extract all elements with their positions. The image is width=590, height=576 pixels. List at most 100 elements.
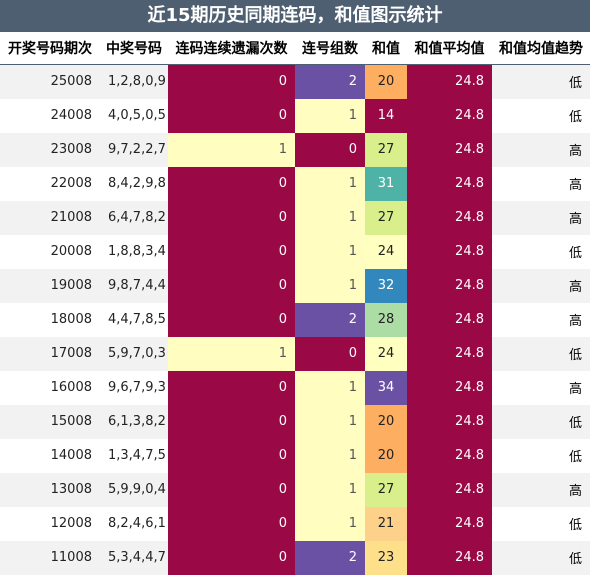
cell-miss: 0 bbox=[168, 540, 295, 575]
cell-trend: 高 bbox=[492, 472, 590, 507]
cell-avg: 24.8 bbox=[407, 540, 492, 575]
cell-avg: 24.8 bbox=[407, 234, 492, 269]
cell-sum: 32 bbox=[365, 268, 407, 303]
cell-period: 24008 bbox=[0, 98, 100, 133]
chart-title: 近15期历史同期连码，和值图示统计 bbox=[0, 0, 590, 32]
cell-numbers: 5,9,7,0,3 bbox=[100, 336, 168, 371]
cell-trend: 高 bbox=[492, 132, 590, 167]
cell-miss: 0 bbox=[168, 370, 295, 405]
cell-groups: 1 bbox=[295, 404, 365, 439]
cell-miss: 0 bbox=[168, 98, 295, 133]
cell-avg: 24.8 bbox=[407, 370, 492, 405]
col-header-trend: 和值均值趋势 bbox=[492, 32, 590, 65]
cell-avg: 24.8 bbox=[407, 268, 492, 303]
cell-sum: 14 bbox=[365, 98, 407, 133]
cell-sum: 23 bbox=[365, 540, 407, 575]
cell-miss: 0 bbox=[168, 302, 295, 337]
cell-groups: 1 bbox=[295, 506, 365, 541]
col-header-avg: 和值平均值 bbox=[407, 32, 492, 65]
table-row: 13008 5,9,9,0,4 0 1 27 24.8 高 bbox=[0, 472, 590, 507]
cell-groups: 2 bbox=[295, 64, 365, 99]
cell-period: 18008 bbox=[0, 302, 100, 337]
cell-numbers: 4,4,7,8,5 bbox=[100, 302, 168, 337]
cell-groups: 1 bbox=[295, 166, 365, 201]
table-row: 15008 6,1,3,8,2 0 1 20 24.8 低 bbox=[0, 404, 590, 439]
cell-numbers: 8,2,4,6,1 bbox=[100, 506, 168, 541]
table-row: 23008 9,7,2,2,7 1 0 27 24.8 高 bbox=[0, 132, 590, 167]
cell-trend: 高 bbox=[492, 166, 590, 201]
cell-numbers: 4,0,5,0,5 bbox=[100, 98, 168, 133]
cell-period: 14008 bbox=[0, 438, 100, 473]
cell-trend: 低 bbox=[492, 234, 590, 269]
cell-miss: 0 bbox=[168, 200, 295, 235]
table-row: 25008 1,2,8,0,9 0 2 20 24.8 低 bbox=[0, 64, 590, 99]
table-row: 12008 8,2,4,6,1 0 1 21 24.8 低 bbox=[0, 506, 590, 541]
cell-trend: 高 bbox=[492, 268, 590, 303]
cell-avg: 24.8 bbox=[407, 506, 492, 541]
cell-trend: 低 bbox=[492, 336, 590, 371]
cell-groups: 2 bbox=[295, 540, 365, 575]
cell-miss: 0 bbox=[168, 404, 295, 439]
cell-avg: 24.8 bbox=[407, 472, 492, 507]
cell-avg: 24.8 bbox=[407, 302, 492, 337]
table-row: 22008 8,4,2,9,8 0 1 31 24.8 高 bbox=[0, 166, 590, 201]
cell-sum: 27 bbox=[365, 472, 407, 507]
cell-period: 15008 bbox=[0, 404, 100, 439]
cell-numbers: 1,2,8,0,9 bbox=[100, 64, 168, 99]
cell-miss: 1 bbox=[168, 132, 295, 167]
table-row: 24008 4,0,5,0,5 0 1 14 24.8 低 bbox=[0, 98, 590, 133]
cell-period: 25008 bbox=[0, 64, 100, 99]
cell-groups: 1 bbox=[295, 472, 365, 507]
cell-avg: 24.8 bbox=[407, 438, 492, 473]
cell-trend: 低 bbox=[492, 98, 590, 133]
table-row: 21008 6,4,7,8,2 0 1 27 24.8 高 bbox=[0, 200, 590, 235]
cell-numbers: 6,1,3,8,2 bbox=[100, 404, 168, 439]
cell-groups: 1 bbox=[295, 98, 365, 133]
cell-avg: 24.8 bbox=[407, 64, 492, 99]
cell-avg: 24.8 bbox=[407, 166, 492, 201]
cell-groups: 0 bbox=[295, 132, 365, 167]
cell-groups: 1 bbox=[295, 200, 365, 235]
cell-groups: 1 bbox=[295, 370, 365, 405]
cell-trend: 高 bbox=[492, 302, 590, 337]
cell-period: 13008 bbox=[0, 472, 100, 507]
cell-miss: 0 bbox=[168, 64, 295, 99]
cell-miss: 0 bbox=[168, 472, 295, 507]
cell-avg: 24.8 bbox=[407, 336, 492, 371]
cell-miss: 0 bbox=[168, 506, 295, 541]
cell-miss: 1 bbox=[168, 336, 295, 371]
cell-avg: 24.8 bbox=[407, 404, 492, 439]
cell-numbers: 9,6,7,9,3 bbox=[100, 370, 168, 405]
stats-table: 开奖号码期次 中奖号码 连码连续遗漏次数 连号组数 和值 和值平均值 和值均值趋… bbox=[0, 32, 590, 575]
cell-numbers: 8,4,2,9,8 bbox=[100, 166, 168, 201]
col-header-period: 开奖号码期次 bbox=[0, 32, 100, 65]
cell-groups: 1 bbox=[295, 268, 365, 303]
col-header-sum: 和值 bbox=[365, 32, 407, 65]
cell-numbers: 1,3,4,7,5 bbox=[100, 438, 168, 473]
cell-groups: 0 bbox=[295, 336, 365, 371]
cell-numbers: 5,3,4,4,7 bbox=[100, 540, 168, 575]
cell-numbers: 6,4,7,8,2 bbox=[100, 200, 168, 235]
cell-period: 20008 bbox=[0, 234, 100, 269]
cell-trend: 低 bbox=[492, 404, 590, 439]
cell-groups: 2 bbox=[295, 302, 365, 337]
cell-miss: 0 bbox=[168, 268, 295, 303]
col-header-miss: 连码连续遗漏次数 bbox=[168, 32, 295, 65]
cell-period: 22008 bbox=[0, 166, 100, 201]
cell-numbers: 1,8,8,3,4 bbox=[100, 234, 168, 269]
cell-avg: 24.8 bbox=[407, 132, 492, 167]
cell-sum: 20 bbox=[365, 404, 407, 439]
table-row: 18008 4,4,7,8,5 0 2 28 24.8 高 bbox=[0, 302, 590, 337]
cell-sum: 31 bbox=[365, 166, 407, 201]
cell-miss: 0 bbox=[168, 234, 295, 269]
cell-trend: 低 bbox=[492, 64, 590, 99]
cell-period: 19008 bbox=[0, 268, 100, 303]
col-header-numbers: 中奖号码 bbox=[100, 32, 168, 65]
header-row: 开奖号码期次 中奖号码 连码连续遗漏次数 连号组数 和值 和值平均值 和值均值趋… bbox=[0, 32, 590, 65]
cell-sum: 21 bbox=[365, 506, 407, 541]
table-row: 16008 9,6,7,9,3 0 1 34 24.8 高 bbox=[0, 370, 590, 405]
cell-trend: 高 bbox=[492, 370, 590, 405]
cell-trend: 低 bbox=[492, 540, 590, 575]
table-row: 17008 5,9,7,0,3 1 0 24 24.8 低 bbox=[0, 336, 590, 371]
cell-numbers: 9,7,2,2,7 bbox=[100, 132, 168, 167]
